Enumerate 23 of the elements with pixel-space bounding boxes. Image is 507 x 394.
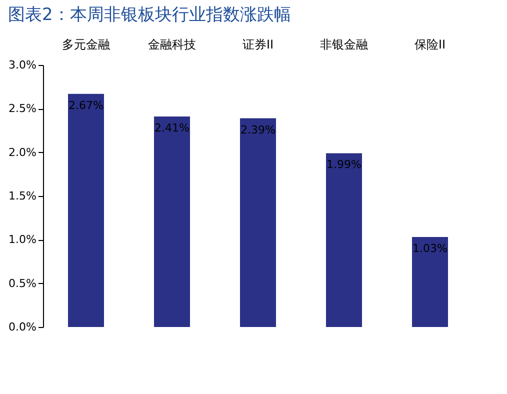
data-label: 1.99% bbox=[326, 158, 362, 172]
bar bbox=[326, 153, 362, 327]
data-label: 2.39% bbox=[240, 123, 276, 136]
y-tick-label: 1.0% bbox=[8, 233, 36, 246]
data-label: 1.03% bbox=[412, 242, 448, 256]
x-tick-label: 非银金融 bbox=[320, 38, 368, 52]
y-tick-label: 0.0% bbox=[8, 320, 36, 334]
bar bbox=[412, 237, 448, 327]
y-tick-label: 3.0% bbox=[8, 58, 36, 72]
bar bbox=[154, 116, 190, 327]
data-label: 2.41% bbox=[154, 122, 190, 135]
x-tick-label: 多元金融 bbox=[62, 38, 110, 52]
y-tick-label: 2.0% bbox=[8, 146, 36, 159]
y-tick-label: 0.5% bbox=[8, 276, 36, 290]
x-tick-label: 证券II bbox=[242, 38, 274, 52]
y-tick-label: 1.5% bbox=[8, 190, 36, 202]
y-tick-label: 2.5% bbox=[8, 102, 36, 116]
chart-title: 图表2：本周非银板块行业指数涨跌幅 bbox=[8, 5, 291, 25]
x-tick-label: 保险II bbox=[414, 38, 446, 52]
x-tick-label: 金融科技 bbox=[148, 38, 196, 52]
bar bbox=[240, 118, 276, 327]
bar bbox=[68, 94, 104, 327]
data-label: 2.67% bbox=[68, 98, 104, 112]
